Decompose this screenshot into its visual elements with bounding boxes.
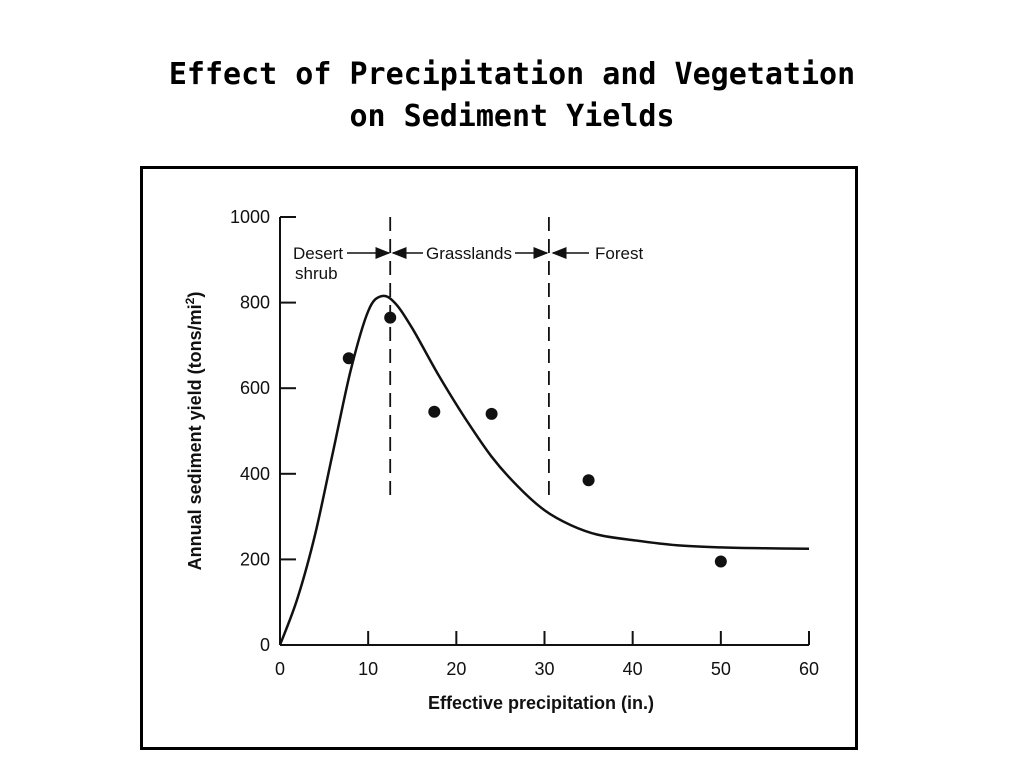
data-point-6 bbox=[714, 555, 727, 568]
zone-label-desert-line-1: Desert bbox=[293, 244, 343, 263]
y-axis-title-main: Annual sediment yield (tons/mi bbox=[185, 304, 205, 570]
data-point-3 bbox=[428, 405, 441, 418]
y-axis-title-sup: 2 bbox=[183, 297, 197, 304]
x-axis-ticks: 0 10 20 30 40 50 60 bbox=[275, 631, 819, 679]
data-point-5 bbox=[582, 474, 595, 487]
x-tick-label-10: 10 bbox=[358, 659, 378, 679]
zone-label-forest: Forest bbox=[595, 244, 643, 263]
x-tick-label-60: 60 bbox=[799, 659, 819, 679]
slide-title: Effect of Precipitation and Vegetation o… bbox=[0, 54, 1024, 138]
y-tick-label-400: 400 bbox=[240, 464, 270, 484]
y-tick-label-0: 0 bbox=[260, 635, 270, 655]
data-point-1 bbox=[342, 352, 355, 365]
x-axis-title: Effective precipitation (in.) bbox=[428, 693, 654, 713]
slide-title-line-2: on Sediment Yields bbox=[349, 99, 675, 134]
data-points bbox=[342, 311, 727, 568]
y-axis-ticks: 0 200 400 600 800 1000 bbox=[230, 207, 296, 655]
x-tick-label-30: 30 bbox=[534, 659, 554, 679]
zone-labels: Desert shrub Grasslands Forest bbox=[293, 244, 643, 283]
x-tick-label-20: 20 bbox=[446, 659, 466, 679]
y-axis-title: Annual sediment yield (tons/mi2) bbox=[183, 292, 205, 571]
x-tick-label-40: 40 bbox=[623, 659, 643, 679]
data-point-2 bbox=[384, 311, 397, 324]
fit-curve bbox=[278, 294, 810, 646]
zone-label-grasslands: Grasslands bbox=[426, 244, 512, 263]
x-tick-label-0: 0 bbox=[275, 659, 285, 679]
sediment-yield-chart: 0 200 400 600 800 1000 0 10 20 30 40 50 60 Desert s… bbox=[183, 207, 819, 713]
y-axis-title-close: ) bbox=[185, 292, 205, 298]
data-point-4 bbox=[485, 407, 498, 420]
zone-boundaries bbox=[389, 217, 550, 496]
slide-title-line-1: Effect of Precipitation and Vegetation bbox=[168, 57, 856, 92]
y-tick-label-200: 200 bbox=[240, 549, 270, 569]
y-tick-label-800: 800 bbox=[240, 293, 270, 313]
y-tick-label-600: 600 bbox=[240, 378, 270, 398]
figure-frame: 0 200 400 600 800 1000 0 10 20 30 40 50 60 Desert s… bbox=[140, 166, 858, 750]
x-tick-label-50: 50 bbox=[711, 659, 731, 679]
zone-label-desert-line-2: shrub bbox=[295, 264, 338, 283]
y-tick-label-1000: 1000 bbox=[230, 207, 270, 227]
